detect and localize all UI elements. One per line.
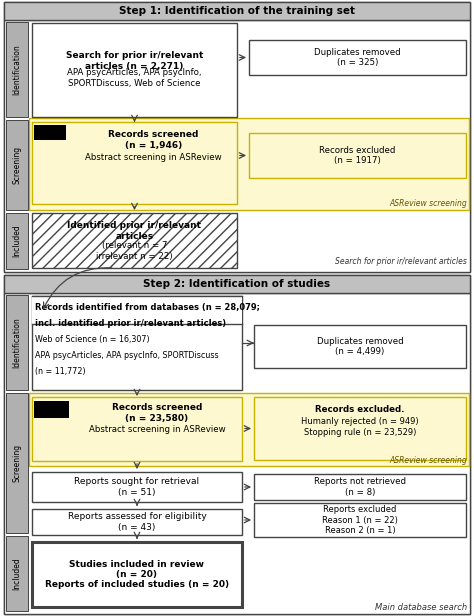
Bar (32, 23, 237, 117)
Text: ASReview screening: ASReview screening (389, 456, 467, 465)
Bar (6, 120, 28, 210)
Text: ASReview: ASReview (39, 407, 64, 412)
Bar (32, 509, 242, 535)
Bar (249, 40, 466, 75)
Text: Identification: Identification (12, 44, 21, 95)
Text: Records screened
(n = 23,580): Records screened (n = 23,580) (112, 403, 202, 423)
Text: Identified prior ir/relevant
articles: Identified prior ir/relevant articles (67, 221, 201, 241)
Bar (4, 275, 470, 293)
Text: Abstract screening in ASReview: Abstract screening in ASReview (89, 424, 225, 434)
Bar (32, 296, 242, 390)
Text: Screening: Screening (12, 146, 21, 184)
Bar (254, 325, 466, 368)
Bar (34, 401, 69, 418)
Text: Records screened
(n = 1,946): Records screened (n = 1,946) (109, 131, 199, 150)
Text: Screening: Screening (12, 444, 21, 482)
Text: Web of Science (n = 16,307): Web of Science (n = 16,307) (35, 335, 150, 344)
Text: ASReview screening: ASReview screening (389, 199, 467, 208)
Text: Abstract screening in ASReview: Abstract screening in ASReview (85, 153, 222, 161)
Text: (relevant n = 7
irrelevant n = 22): (relevant n = 7 irrelevant n = 22) (96, 241, 173, 261)
Bar (32, 472, 242, 502)
Text: Records excluded.: Records excluded. (315, 405, 405, 413)
Bar (4, 275, 470, 614)
Text: Main database search: Main database search (375, 603, 467, 612)
Bar (254, 397, 466, 460)
Bar (32, 296, 242, 324)
Bar (254, 474, 466, 500)
Text: Humanly rejected (n = 949)
Stopping rule (n = 23,529): Humanly rejected (n = 949) Stopping rule… (301, 417, 419, 437)
Text: Duplicates removed
(n = 4,499): Duplicates removed (n = 4,499) (317, 337, 403, 356)
Text: (n = 11,772): (n = 11,772) (35, 367, 86, 376)
Text: Included: Included (12, 557, 21, 590)
Text: Reports sought for retrieval
(n = 51): Reports sought for retrieval (n = 51) (74, 477, 200, 496)
Text: Step 2: Identification of studies: Step 2: Identification of studies (144, 279, 330, 289)
Text: incl. identified prior ir/relevant articles): incl. identified prior ir/relevant artic… (35, 319, 226, 328)
Text: Identification: Identification (12, 317, 21, 368)
Text: Records excluded
(n = 1917): Records excluded (n = 1917) (319, 146, 396, 165)
Text: Reports assessed for eligibility
(n = 43): Reports assessed for eligibility (n = 43… (68, 513, 206, 532)
Text: Search for prior ir/relevant
articles (n = 2,271): Search for prior ir/relevant articles (n… (66, 51, 203, 71)
Bar (6, 393, 28, 533)
Text: Duplicates removed
(n = 325): Duplicates removed (n = 325) (314, 48, 401, 67)
Bar (6, 22, 28, 117)
Bar (249, 133, 466, 178)
Bar (6, 213, 28, 269)
Bar (4, 20, 470, 272)
Bar (32, 122, 237, 204)
Bar (29, 118, 469, 210)
Bar (4, 2, 470, 272)
Text: APA psycArticles, APA psycInfo, SPORTDiscuss: APA psycArticles, APA psycInfo, SPORTDis… (35, 351, 219, 360)
Bar (254, 503, 466, 537)
Text: Search for prior ir/relevant articles: Search for prior ir/relevant articles (335, 257, 467, 266)
Text: Studies included in review
(n = 20)
Reports of included studies (n = 20): Studies included in review (n = 20) Repo… (45, 559, 229, 590)
Text: ASReview: ASReview (38, 130, 62, 135)
Bar (34, 125, 66, 140)
Bar (4, 2, 470, 20)
Text: APA psycArticles, APA psycInfo,
SPORTDiscuss, Web of Science: APA psycArticles, APA psycInfo, SPORTDis… (67, 68, 202, 87)
Bar (32, 542, 242, 607)
Bar (32, 213, 237, 268)
Text: Step 1: Identification of the training set: Step 1: Identification of the training s… (119, 6, 355, 16)
Text: Reports not retrieved
(n = 8): Reports not retrieved (n = 8) (314, 477, 406, 496)
Bar (32, 397, 242, 461)
Text: Reports excluded
Reason 1 (n = 22)
Reason 2 (n = 1): Reports excluded Reason 1 (n = 22) Reaso… (322, 505, 398, 535)
Bar (29, 393, 469, 466)
Text: Included: Included (12, 225, 21, 257)
Bar (4, 293, 470, 614)
Bar (6, 295, 28, 390)
Text: Records identified from databases (n = 28,079;: Records identified from databases (n = 2… (35, 303, 260, 312)
Bar (6, 536, 28, 611)
